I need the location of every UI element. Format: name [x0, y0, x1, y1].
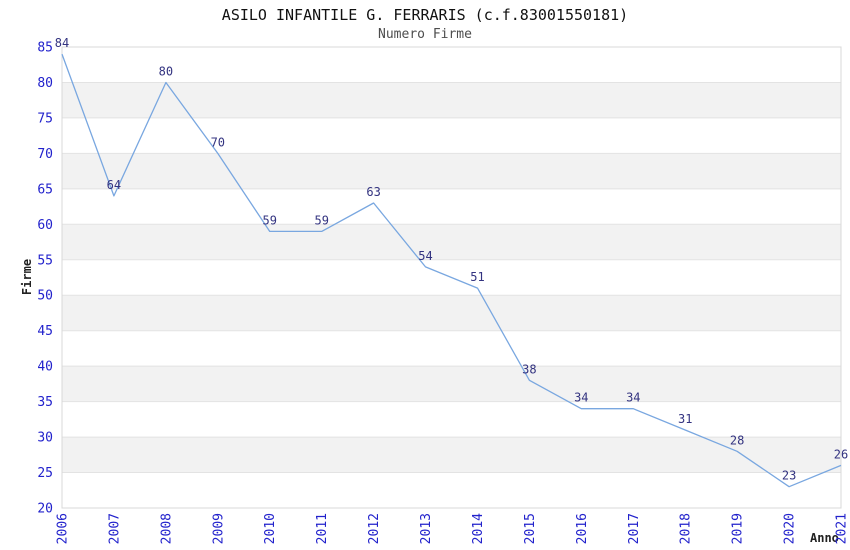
x-tick-label: 2021 [835, 513, 850, 544]
y-tick-label: 65 [37, 182, 53, 197]
data-label: 23 [782, 469, 796, 483]
x-tick-label: 2020 [783, 513, 798, 544]
chart-subtitle: Numero Firme [378, 27, 472, 42]
grid-band [62, 153, 841, 189]
data-label: 54 [418, 249, 432, 263]
x-tick-label: 2015 [523, 513, 538, 544]
y-tick-label: 20 [37, 502, 53, 517]
data-label: 51 [470, 270, 484, 284]
data-label: 28 [730, 433, 744, 447]
data-label: 59 [314, 213, 328, 227]
x-tick-label: 2008 [159, 513, 174, 544]
x-tick-label: 2018 [679, 513, 694, 544]
x-tick-label: 2011 [315, 513, 330, 544]
grid-band [62, 366, 841, 402]
data-label: 26 [834, 447, 848, 461]
data-label: 64 [107, 178, 121, 192]
x-tick-label: 2013 [419, 513, 434, 544]
y-tick-label: 55 [37, 253, 53, 268]
x-tick-label: 2007 [107, 513, 122, 544]
x-tick-label: 2012 [367, 513, 382, 544]
grid-band [62, 437, 841, 473]
y-tick-label: 30 [37, 431, 53, 446]
data-label: 70 [211, 135, 225, 149]
y-tick-label: 40 [37, 360, 53, 375]
y-tick-label: 85 [37, 41, 53, 56]
x-axis-title: Anno [810, 531, 839, 545]
y-tick-label: 80 [37, 76, 53, 91]
y-tick-label: 35 [37, 395, 53, 410]
y-tick-label: 50 [37, 289, 53, 304]
grid-band [62, 224, 841, 260]
x-tick-label: 2014 [471, 513, 486, 544]
data-label: 84 [55, 36, 69, 50]
x-tick-label: 2017 [627, 513, 642, 544]
data-label: 31 [678, 412, 692, 426]
data-label: 80 [159, 65, 173, 79]
grid-band [62, 295, 841, 331]
chart-title: ASILO INFANTILE G. FERRARIS (c.f.8300155… [221, 6, 629, 24]
grid-band [62, 82, 841, 118]
x-tick-label: 2019 [731, 513, 746, 544]
y-tick-label: 60 [37, 218, 53, 233]
y-tick-label: 45 [37, 324, 53, 339]
y-tick-label: 75 [37, 111, 53, 126]
data-label: 34 [574, 391, 588, 405]
data-label: 59 [262, 213, 276, 227]
y-tick-label: 25 [37, 466, 53, 481]
x-tick-label: 2010 [263, 513, 278, 544]
data-label: 63 [366, 185, 380, 199]
x-tick-label: 2016 [575, 513, 590, 544]
x-tick-label: 2006 [56, 513, 71, 544]
y-tick-label: 70 [37, 147, 53, 162]
plot-border [61, 46, 842, 509]
data-label: 34 [626, 391, 640, 405]
data-label: 38 [522, 362, 536, 376]
x-tick-label: 2009 [211, 513, 226, 544]
data-line [61, 53, 842, 488]
